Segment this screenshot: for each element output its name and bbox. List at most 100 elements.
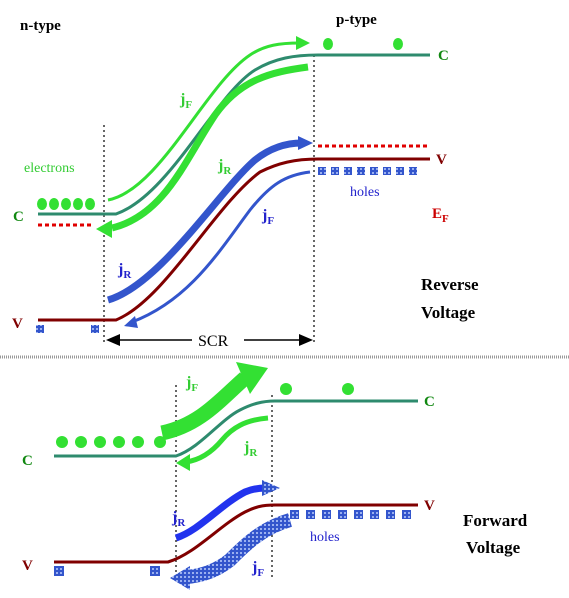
n-type-label: n-type <box>20 18 61 34</box>
scr-label: SCR <box>198 333 229 350</box>
valence-band-curve-bottom <box>54 503 418 564</box>
jr-label-upper-sub: R <box>223 165 232 177</box>
hole <box>354 510 363 519</box>
jr-thick-arrow-upper <box>111 63 309 232</box>
jr-label-lower-bottom-main: j <box>171 509 177 526</box>
hole <box>318 167 326 175</box>
jr-thick-arrowhead-upper <box>96 220 112 238</box>
electron <box>37 198 47 210</box>
jf-label-upper-bottom-main: j <box>185 374 191 391</box>
hole <box>409 167 417 175</box>
jr-label-lower-sub: R <box>123 269 132 281</box>
fermi-label-main: E <box>432 206 442 222</box>
scr-arrowhead-left <box>106 334 120 346</box>
jf-label-upper: jF <box>179 91 192 111</box>
hole <box>370 167 378 175</box>
conduction-label-left-bottom: C <box>22 453 33 469</box>
valence-label-right: V <box>436 152 447 168</box>
hole-group-p <box>318 167 417 175</box>
hole <box>331 167 339 175</box>
hole <box>290 510 299 519</box>
jf-thin-arrowhead-lower <box>124 316 138 328</box>
jr-label-lower-bottom: jR <box>171 509 186 529</box>
forward-label-line2: Voltage <box>466 538 521 557</box>
hole <box>91 325 99 333</box>
conduction-band-curve <box>38 53 430 216</box>
jr-label-upper-bottom: jR <box>243 439 258 459</box>
jf-hatched-arrowhead-bottom <box>170 566 190 590</box>
electron <box>154 436 166 448</box>
valence-label-right-bottom: V <box>424 498 435 514</box>
hole <box>322 510 331 519</box>
reverse-label-line2: Voltage <box>421 303 476 322</box>
p-type-label: p-type <box>336 12 377 28</box>
jf-thin-arrowhead-upper <box>296 36 310 50</box>
jf-label-lower-bottom: jF <box>251 559 264 579</box>
hole <box>306 510 315 519</box>
fermi-label-sub: F <box>442 213 449 225</box>
conduction-label-left: C <box>13 209 24 225</box>
hole <box>383 167 391 175</box>
hole-group-p-bottom <box>290 510 411 519</box>
jf-thin-arrow-lower <box>131 170 311 324</box>
electron-group-n <box>37 198 95 210</box>
hole <box>344 167 352 175</box>
electron <box>393 38 403 50</box>
electron <box>94 436 106 448</box>
jf-thick-arrow-bottom <box>160 372 250 441</box>
hole <box>386 510 395 519</box>
hole <box>150 566 160 576</box>
jr-arrow-bottom <box>174 484 267 542</box>
hole <box>338 510 347 519</box>
hole <box>396 167 404 175</box>
valence-label-left-bottom: V <box>22 558 33 574</box>
fermi-label: EF <box>432 206 449 225</box>
jf-label-lower-sub: F <box>267 215 274 227</box>
jf-label-upper-sub: F <box>185 99 192 111</box>
electron <box>85 198 95 210</box>
jr-label-upper-bottom-main: j <box>243 439 249 456</box>
electron <box>113 436 125 448</box>
jf-thick-arrowhead-bottom <box>236 362 268 394</box>
top-panel: n-type p-type <box>12 12 479 350</box>
jf-label-upper-bottom-sub: F <box>191 382 198 394</box>
hole <box>357 167 365 175</box>
reverse-label-line1: Reverse <box>421 275 479 294</box>
hole <box>54 566 64 576</box>
jr-label-upper-main: j <box>217 157 223 174</box>
electron <box>342 383 354 395</box>
jf-hatched-arrow-bottom <box>185 513 293 584</box>
holes-label: holes <box>350 185 380 200</box>
jr-label-upper-bottom-sub: R <box>249 447 258 459</box>
electron <box>56 436 68 448</box>
jr-arrowhead-bottom <box>262 480 280 496</box>
jf-thin-arrow-upper <box>107 41 301 202</box>
jf-label-lower: jF <box>261 207 274 227</box>
jf-label-lower-bottom-sub: F <box>257 567 264 579</box>
jf-label-lower-main: j <box>261 207 267 224</box>
jr-hatched-arrow-lower <box>106 139 303 304</box>
hole <box>36 325 44 333</box>
jr-thin-arrowhead-bottom <box>176 454 190 471</box>
electron <box>61 198 71 210</box>
electron <box>132 436 144 448</box>
jr-hatched-arrowhead-lower <box>298 136 313 150</box>
electron-group-n-bottom <box>56 436 166 448</box>
conduction-label-right: C <box>438 48 449 64</box>
jf-label-lower-bottom-main: j <box>251 559 257 576</box>
electron <box>323 38 333 50</box>
hole <box>370 510 379 519</box>
conduction-label-right-bottom: C <box>424 394 435 410</box>
hole <box>402 510 411 519</box>
electron <box>280 383 292 395</box>
jr-label-upper: jR <box>217 157 232 177</box>
jr-label-lower-main: j <box>117 261 123 278</box>
electron <box>49 198 59 210</box>
valence-label-left: V <box>12 316 23 332</box>
electron <box>75 436 87 448</box>
electrons-label: electrons <box>24 161 75 176</box>
jr-label-lower-bottom-sub: R <box>177 517 186 529</box>
forward-label-line1: Forward <box>463 511 528 530</box>
holes-label-bottom: holes <box>310 530 340 545</box>
